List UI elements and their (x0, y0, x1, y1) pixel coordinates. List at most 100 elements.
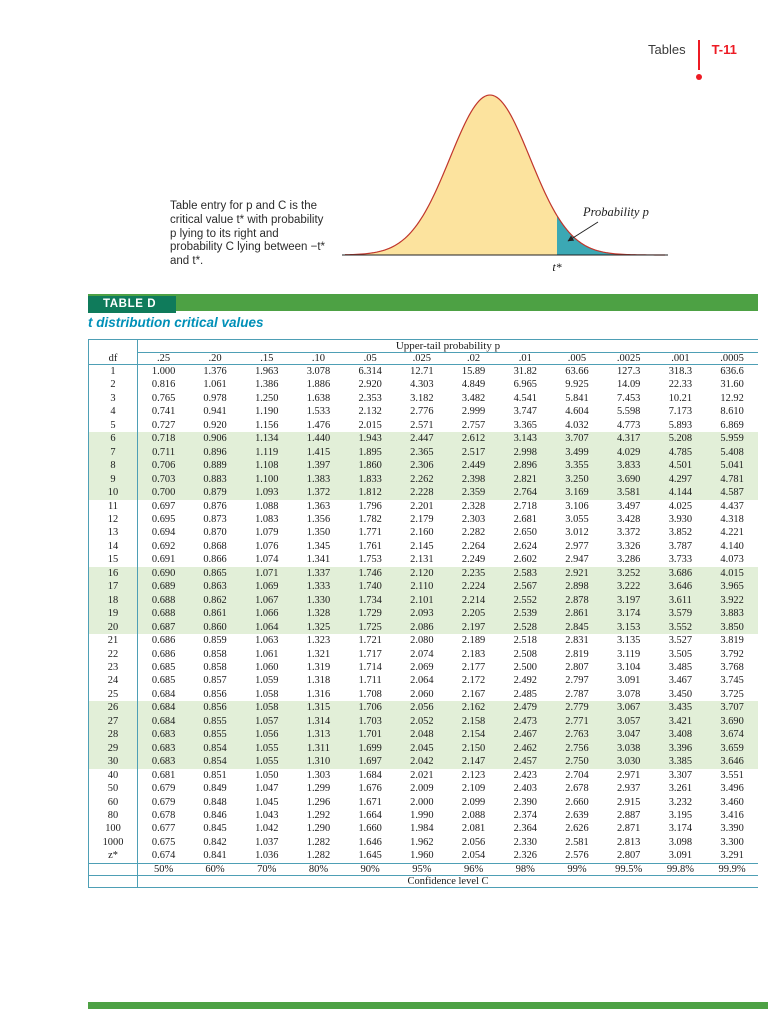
value-cell: 0.889 (203, 460, 227, 472)
table-row: 28 0.683 0.855 1.056 1.313 1.701 2.048 2.154 2.4… (88, 728, 758, 742)
confidence-cell: 96% (447, 862, 500, 876)
df-cell: 50 (88, 782, 138, 796)
value-cell: 1.729 (358, 608, 382, 620)
value-cell: 0.678 (151, 809, 176, 821)
value-cell: 0.873 (203, 513, 227, 525)
value-cell: 3.745 (720, 675, 744, 687)
value-cell: 1.771 (358, 527, 382, 539)
value-cell: 2.937 (616, 783, 641, 795)
value-cell: 2.776 (410, 406, 434, 418)
value-cell: 0.684 (151, 702, 176, 714)
value-cell: 2.179 (410, 513, 434, 525)
value-cell: 2.326 (513, 850, 537, 862)
value-cell: 1.714 (358, 661, 382, 673)
value-cell: 0.868 (203, 540, 227, 552)
value-cell: 3.496 (720, 783, 744, 795)
value-cell: 3.930 (668, 513, 693, 525)
value-cell: 4.781 (720, 473, 744, 485)
curve-body-area (345, 95, 665, 255)
value-cell: 1.036 (255, 850, 279, 862)
value-cell: 2.264 (461, 540, 486, 552)
value-cell: 3.153 (616, 621, 641, 633)
value-cell: 2.457 (513, 756, 537, 768)
df-cell: 15 (88, 553, 138, 567)
df-cell: 21 (88, 634, 138, 648)
value-cell: 2.500 (513, 661, 537, 673)
df-cell: 6 (88, 432, 138, 446)
value-cell: 4.785 (668, 446, 693, 458)
value-cell: 3.232 (668, 796, 693, 808)
df-cell: 19 (88, 607, 138, 621)
value-cell: 0.856 (203, 702, 227, 714)
value-cell: 3.579 (668, 608, 693, 620)
value-cell: 1.415 (306, 446, 331, 458)
value-cell: 4.604 (565, 406, 589, 418)
value-cell: 4.221 (720, 527, 744, 539)
column-header: .001 (654, 352, 707, 365)
value-cell: 31.82 (513, 366, 537, 377)
value-cell: 2.101 (410, 594, 434, 606)
value-cell: 12.71 (410, 366, 434, 377)
value-cell: 2.624 (513, 540, 537, 552)
table-row: 24 0.685 0.857 1.059 1.318 1.711 2.064 2.172 2.4… (88, 674, 759, 688)
value-cell: 2.303 (461, 513, 486, 525)
value-cell: 2.364 (513, 823, 537, 835)
confidence-cell: 60% (189, 862, 241, 876)
value-cell: 0.920 (203, 419, 227, 431)
value-cell: 1.058 (255, 702, 279, 714)
value-cell: 2.235 (461, 567, 486, 579)
confidence-cell: 90% (344, 862, 397, 876)
value-cell: 3.551 (720, 769, 744, 781)
value-cell: 1.740 (358, 581, 382, 593)
value-cell: 1.671 (358, 796, 382, 808)
value-cell: 3.047 (616, 729, 641, 741)
df-cell: 17 (88, 580, 138, 594)
red-divider-line (695, 40, 702, 80)
column-header: .025 (396, 352, 448, 365)
value-cell: 2.167 (461, 688, 486, 700)
value-cell: 5.208 (668, 433, 693, 445)
value-cell: 15.89 (461, 366, 486, 377)
value-cell: 2.920 (358, 379, 382, 391)
value-cell: 3.091 (668, 850, 693, 862)
df-cell: 11 (88, 499, 138, 513)
value-cell: 2.921 (565, 567, 589, 579)
value-cell: 3.707 (720, 702, 744, 714)
value-cell: 2.947 (565, 554, 589, 566)
value-cell: 1.321 (306, 648, 331, 660)
table-row: 8 0.706 0.889 1.108 1.397 1.860 2.306 2.449 2.89… (88, 459, 758, 473)
value-cell: 0.863 (203, 581, 227, 593)
t-critical-values-table: Upper-tail probability p df .25.20.15.10.0… (88, 339, 758, 888)
value-cell: 5.841 (565, 392, 589, 404)
value-cell: 3.747 (513, 406, 537, 418)
confidence-cell: 99% (551, 862, 603, 876)
value-cell: 2.201 (410, 500, 434, 512)
value-cell: 2.197 (461, 621, 486, 633)
value-cell: 3.690 (720, 715, 744, 727)
value-cell: 3.182 (410, 392, 434, 404)
value-cell: 1.067 (255, 594, 279, 606)
value-cell: 3.733 (668, 554, 693, 566)
table-row: 10 0.700 0.879 1.093 1.372 1.812 2.228 2.359 2.7… (88, 486, 758, 500)
value-cell: 0.876 (203, 500, 227, 512)
value-cell: 0.842 (203, 836, 227, 848)
table-row: 50 0.679 0.849 1.047 1.299 1.676 2.009 2.109 2.4… (88, 782, 759, 796)
value-cell: 3.326 (616, 540, 641, 552)
value-cell: 8.610 (720, 406, 744, 418)
value-cell: 2.074 (410, 648, 434, 660)
value-cell: 0.683 (151, 729, 176, 741)
value-cell: 1.119 (255, 446, 279, 458)
value-cell: 2.052 (410, 715, 434, 727)
value-cell: 7.453 (616, 392, 641, 404)
value-cell: 3.497 (616, 500, 641, 512)
value-cell: 1.315 (306, 702, 331, 714)
t-distribution-curve: Probability p t* (342, 94, 668, 274)
value-cell: 2.807 (565, 661, 589, 673)
table-row: 7 0.711 0.896 1.119 1.415 1.895 2.365 2.517 2.99… (88, 445, 758, 460)
value-cell: 1.706 (358, 702, 382, 714)
value-cell: 2.374 (513, 809, 537, 821)
value-cell: 1.083 (255, 513, 279, 525)
value-cell: 3.286 (616, 554, 641, 566)
value-cell: 1.721 (358, 635, 382, 647)
table-d-label: TABLE D (88, 296, 177, 313)
